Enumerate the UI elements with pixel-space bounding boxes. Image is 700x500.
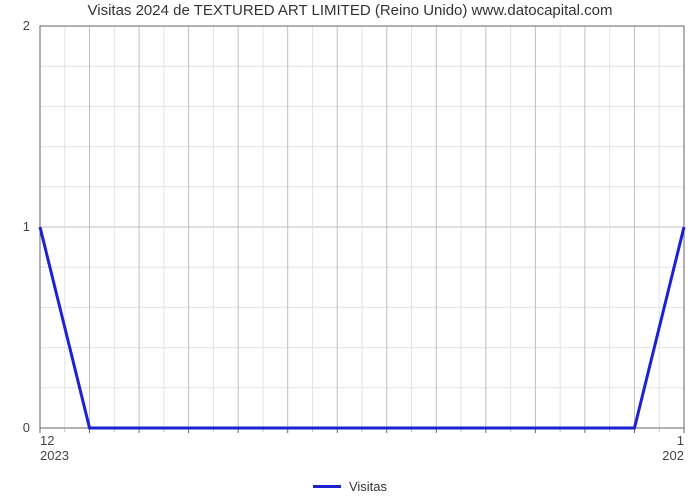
y-tick-label: 1 (23, 219, 30, 234)
legend-swatch (313, 485, 341, 488)
legend: Visitas (0, 479, 700, 494)
x-tick-label-first: 12 (40, 433, 54, 448)
chart-title: Visitas 2024 de TEXTURED ART LIMITED (Re… (0, 2, 700, 19)
x-year-right: 202 (662, 448, 684, 463)
line-chart: Visitas 2024 de TEXTURED ART LIMITED (Re… (0, 0, 700, 500)
y-tick-label: 2 (23, 18, 30, 33)
chart-svg: 0121212023202 (0, 0, 700, 480)
legend-label: Visitas (349, 479, 387, 494)
x-tick-label-last: 1 (677, 433, 684, 448)
x-year-left: 2023 (40, 448, 69, 463)
y-tick-label: 0 (23, 420, 30, 435)
